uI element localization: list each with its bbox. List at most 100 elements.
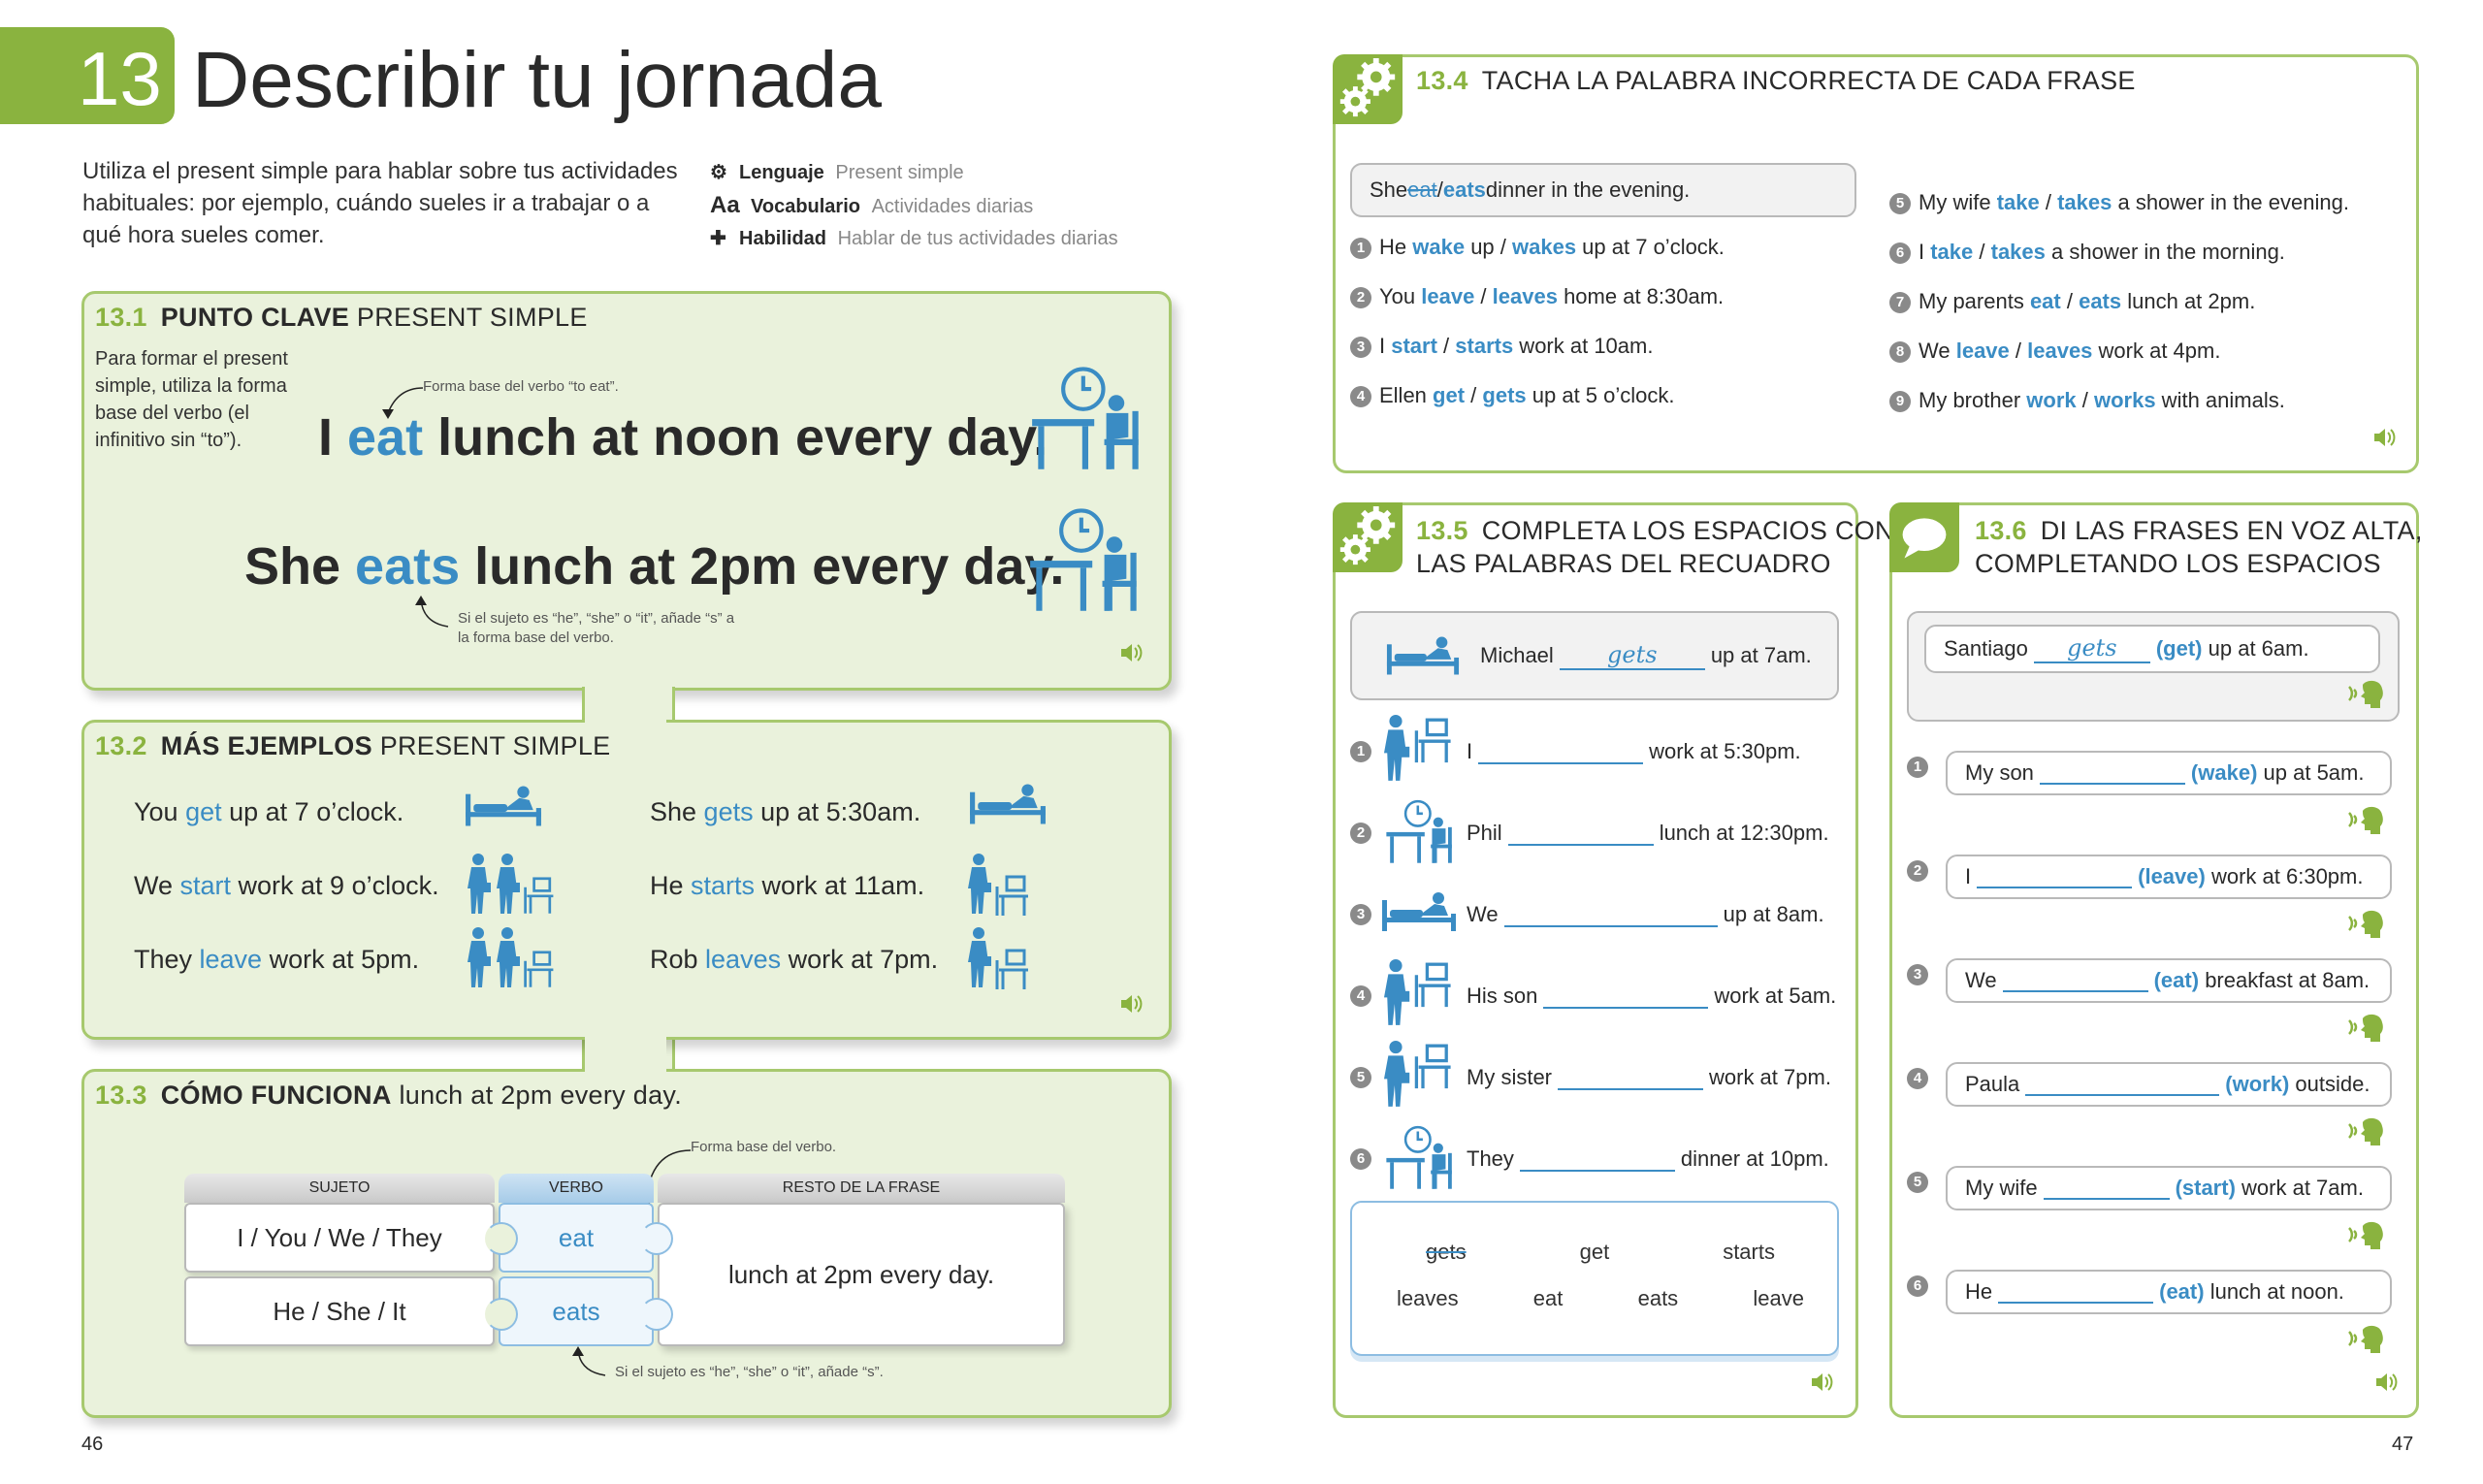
option-b[interactable]: starts: [1455, 334, 1514, 358]
option-a[interactable]: get: [1433, 383, 1466, 407]
cell-subject-1: I / You / We / They: [184, 1203, 495, 1273]
option-a[interactable]: wake: [1412, 235, 1466, 259]
word-box: [1350, 1201, 1839, 1356]
answer-blank[interactable]: [1507, 821, 1654, 846]
word-box-row-1: gets get starts: [1426, 1240, 1775, 1265]
answer-blank[interactable]: [1478, 739, 1644, 764]
cell-rest: lunch at 2pm every day.: [658, 1203, 1065, 1346]
exercise-item[interactable]: 4 Ellen get / gets up at 5 o’clock.: [1350, 383, 1675, 408]
item-number: 6: [1889, 242, 1911, 264]
example-box: She eat / eats dinner in the evening.: [1350, 163, 1856, 217]
commuters-icon: [464, 927, 557, 994]
exercise-item[interactable]: 7 My parents eat / eats lunch at 2pm.: [1889, 289, 2255, 314]
audio-speaker-icon[interactable]: [2372, 427, 2398, 448]
exercise-item[interactable]: 8 We leave / leaves work at 4pm.: [1889, 339, 2220, 364]
exercise-item[interactable]: 2 Phil lunch at 12:30pm.: [1350, 799, 1845, 867]
answer-blank[interactable]: [2039, 761, 2185, 785]
gears-icon: [1335, 56, 1401, 122]
exercise-item[interactable]: 6 They dinner at 10pm.: [1350, 1125, 1845, 1193]
answer-blank[interactable]: [1977, 865, 2133, 888]
puzzle-knob: [485, 1222, 518, 1255]
cell-verb-1: eat: [499, 1203, 654, 1273]
exercise-item[interactable]: My son (wake) up at 5am.: [1946, 751, 2392, 795]
answer-blank[interactable]: [2025, 1073, 2220, 1096]
exercise-item[interactable]: I (leave) work at 6:30pm.: [1946, 855, 2392, 899]
answer-blank[interactable]: [1998, 1280, 2154, 1304]
word: leave: [1753, 1286, 1804, 1310]
speaking-head-icon[interactable]: [2347, 1013, 2386, 1044]
aa-icon: Aa: [710, 192, 740, 218]
item-number: 1: [1907, 757, 1928, 778]
exercise-item[interactable]: My wife (start) work at 7am.: [1946, 1166, 2392, 1210]
answer-blank[interactable]: [1543, 984, 1709, 1009]
audio-speaker-icon[interactable]: [1119, 993, 1145, 1015]
option-b[interactable]: takes: [1990, 240, 2046, 264]
audio-speaker-icon[interactable]: [2374, 1371, 2400, 1393]
audio-speaker-icon[interactable]: [1119, 642, 1145, 663]
item-number: 2: [1907, 860, 1928, 882]
speaking-head-icon[interactable]: [2347, 909, 2386, 940]
answer-blank[interactable]: [2043, 1177, 2170, 1200]
section-13-2: [81, 720, 1172, 1040]
option-a[interactable]: take: [1996, 190, 2040, 214]
speaking-head-icon[interactable]: [2347, 679, 2386, 710]
item-number: 5: [1907, 1172, 1928, 1193]
option-b[interactable]: gets: [1482, 383, 1527, 407]
example-sentence: She gets up at 5:30am.: [650, 797, 921, 826]
option-b[interactable]: takes: [2057, 190, 2112, 214]
speaking-head-icon[interactable]: [2347, 1220, 2386, 1251]
exercise-item[interactable]: We (eat) breakfast at 8am.: [1946, 958, 2392, 1003]
page-title: Describir tu jornada: [192, 36, 882, 124]
exercise-item[interactable]: 4 His son work at 5am.: [1350, 962, 1845, 1030]
section-13-4: [1333, 54, 2419, 473]
page-number-right: 47: [2392, 1434, 2414, 1455]
option-b[interactable]: eats: [2079, 289, 2122, 313]
exercise-item[interactable]: Paula (work) outside.: [1946, 1062, 2392, 1107]
section-13-4-title: 13.4 TACHA LA PALABRA INCORRECTA DE CADA …: [1416, 66, 2136, 95]
page-number-left: 46: [81, 1434, 104, 1455]
option-a[interactable]: work: [2026, 388, 2077, 412]
commuter-icon: [1379, 1041, 1455, 1109]
option-a[interactable]: leave: [1955, 339, 2010, 363]
diner-icon: [1379, 1122, 1463, 1190]
callout-base-form: Forma base del verbo “to eat”.: [423, 378, 619, 395]
option-a[interactable]: start: [1391, 334, 1437, 358]
option-a[interactable]: leave: [1421, 284, 1475, 308]
diner-icon: [1379, 796, 1463, 864]
speaking-head-icon[interactable]: [2347, 805, 2386, 836]
option-a[interactable]: take: [1930, 240, 1974, 264]
exercise-item[interactable]: 3 We up at 8am.: [1350, 881, 1845, 949]
woman-eating-clock-icon: [1026, 502, 1146, 613]
exercise-item[interactable]: 5 My sister work at 7pm.: [1350, 1044, 1845, 1112]
answer-blank[interactable]: [1558, 1065, 1703, 1090]
exercise-item[interactable]: 2 You leave / leaves home at 8:30am.: [1350, 284, 1724, 309]
exercise-item[interactable]: 5 My wife take / takes a shower in the ev…: [1889, 190, 2349, 215]
answer-blank[interactable]: [1503, 902, 1718, 927]
meta-language: ⚙ Lenguaje Present simple: [710, 157, 1118, 189]
exercise-item[interactable]: He (eat) lunch at noon.: [1946, 1270, 2392, 1314]
callout-arrow: [382, 387, 424, 419]
answer-blank[interactable]: [1519, 1146, 1675, 1172]
commuter-icon: [964, 927, 1032, 994]
speaking-head-icon[interactable]: [2347, 1324, 2386, 1355]
callout-arrow: [572, 1346, 606, 1376]
item-number: 3: [1907, 964, 1928, 985]
word: leaves: [1397, 1286, 1459, 1310]
option-b[interactable]: leaves: [1492, 284, 1558, 308]
speaking-head-icon[interactable]: [2347, 1116, 2386, 1147]
example-sentence: Santiago gets (get) up at 6am.: [1924, 625, 2380, 673]
exercise-item[interactable]: 1 He wake up / wakes up at 7 o’clock.: [1350, 235, 1725, 260]
gears-icon: [1335, 504, 1401, 570]
answer-blank[interactable]: [2002, 969, 2148, 992]
option-b[interactable]: leaves: [2027, 339, 2093, 363]
option-a[interactable]: eat: [2029, 289, 2061, 313]
option-b[interactable]: works: [2093, 388, 2156, 412]
audio-speaker-icon[interactable]: [1810, 1371, 1835, 1393]
exercise-item[interactable]: 9 My brother work / works with animals.: [1889, 388, 2285, 413]
option-b[interactable]: wakes: [1512, 235, 1577, 259]
item-number: 3: [1350, 337, 1371, 358]
puzzle-knob: [640, 1298, 673, 1331]
